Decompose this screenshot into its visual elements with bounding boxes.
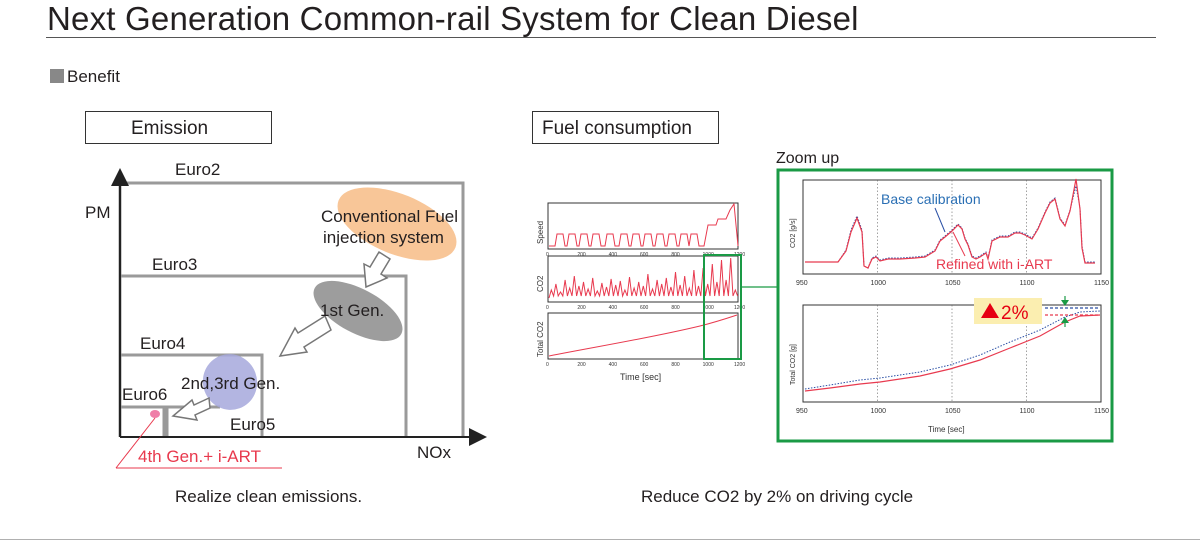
section-heading: Benefit bbox=[50, 67, 120, 87]
small-xlabel: Time [sec] bbox=[620, 372, 661, 382]
small-ylabel-co2: CO2 bbox=[536, 275, 545, 292]
euro4-region bbox=[120, 353, 264, 437]
zoom-xtick-label: 950 bbox=[796, 280, 808, 287]
small-xtick-label: 800 bbox=[671, 362, 680, 368]
euro3-label: Euro3 bbox=[152, 255, 197, 274]
small-xtick-label: 400 bbox=[609, 252, 618, 258]
zoom-base-total-line bbox=[804, 310, 1101, 390]
square-bullet-icon bbox=[50, 69, 64, 83]
small-total-line bbox=[548, 314, 738, 357]
zoom-xtick-label: 1050 bbox=[945, 408, 961, 415]
zoom-xtick-label: 1100 bbox=[1020, 280, 1035, 287]
gen4-dot bbox=[150, 410, 160, 418]
page-title: Next Generation Common-rail System for C… bbox=[47, 0, 859, 37]
zoom-xtick-label: 1100 bbox=[1020, 408, 1035, 415]
small-xtick-label: 600 bbox=[640, 305, 649, 311]
euro5-label: Euro5 bbox=[230, 415, 275, 434]
emission-box-label-text: Emission bbox=[131, 118, 209, 139]
fuel-box-label: Fuel consumption bbox=[532, 111, 719, 144]
arrow-conv-to-gen1-icon bbox=[363, 250, 392, 289]
euro2-label: Euro2 bbox=[175, 160, 220, 179]
gen1-label: 1st Gen. bbox=[320, 301, 384, 320]
small-xtick-label: 800 bbox=[671, 305, 680, 311]
euro3-region bbox=[120, 274, 408, 437]
gen1-ellipse bbox=[313, 280, 403, 342]
gen23-ellipse bbox=[202, 354, 258, 410]
zoom-highlight-box bbox=[703, 254, 742, 360]
small-xtick-label: 800 bbox=[671, 252, 680, 258]
arrow-gen23-to-gen4-icon bbox=[171, 396, 211, 421]
conventional-ellipse bbox=[337, 187, 457, 261]
euro4-label: Euro4 bbox=[140, 334, 185, 353]
zoom-base-co2-line bbox=[805, 185, 1095, 269]
conventional-label-line1: Conventional Fuel bbox=[321, 207, 458, 226]
refined-callout-line bbox=[952, 231, 966, 257]
emission-caption: Realize clean emissions. bbox=[175, 487, 362, 506]
bottom-divider bbox=[0, 539, 1200, 540]
gen23-label: 2nd,3rd Gen. bbox=[181, 374, 280, 393]
y-axis-label: PM bbox=[85, 203, 111, 222]
small-xtick-label: 0 bbox=[546, 252, 549, 258]
small-xtick-label: 1000 bbox=[703, 305, 714, 311]
conventional-label-line2: injection system bbox=[323, 228, 444, 247]
y-axis-arrow-icon bbox=[111, 168, 129, 186]
small-xtick-label: 1200 bbox=[734, 362, 745, 368]
small-xtick-label: 1200 bbox=[734, 305, 745, 311]
zoom-xtick-label: 1050 bbox=[945, 280, 961, 287]
small-xtick-label: 600 bbox=[640, 362, 649, 368]
small-xtick-label: 400 bbox=[609, 305, 618, 311]
fuel-caption: Reduce CO2 by 2% on driving cycle bbox=[641, 487, 913, 506]
zoom-label: Zoom up bbox=[776, 150, 839, 167]
euro6-region bbox=[120, 405, 166, 437]
title-divider bbox=[46, 37, 1156, 38]
refined-label: Refined with i-ART bbox=[936, 256, 1053, 272]
reduction-value: 2% bbox=[1001, 303, 1029, 324]
zoom-ylabel-top: CO2 [g/s] bbox=[790, 218, 797, 248]
small-xtick-label: 200 bbox=[577, 362, 586, 368]
small-ylabel-total: Total CO2 bbox=[536, 321, 545, 357]
zoom-xtick-label: 1000 bbox=[871, 280, 887, 287]
gen4-callout-line bbox=[115, 417, 156, 469]
base-callout-line bbox=[934, 207, 946, 233]
zoom-ylabel-bottom: Total CO2 [g] bbox=[790, 344, 797, 385]
euro6-label: Euro6 bbox=[122, 385, 167, 404]
zoom-xtick-label: 1150 bbox=[1094, 408, 1109, 415]
small-xtick-label: 0 bbox=[546, 362, 549, 368]
section-heading-label: Benefit bbox=[67, 67, 120, 86]
emission-box-label: Emission bbox=[85, 111, 272, 144]
small-xtick-label: 0 bbox=[546, 305, 549, 311]
x-axis-label: NOx bbox=[417, 443, 452, 462]
fuel-box-label-text: Fuel consumption bbox=[542, 118, 692, 139]
small-speed-plot bbox=[547, 202, 739, 250]
zoom-xtick-label: 950 bbox=[796, 408, 808, 415]
small-xtick-label: 200 bbox=[577, 305, 586, 311]
zoom-refined-co2-line bbox=[805, 178, 1095, 269]
zoom-xtick-label: 1150 bbox=[1094, 280, 1109, 287]
small-total-plot bbox=[547, 312, 739, 360]
base-calibration-label: Base calibration bbox=[881, 191, 981, 207]
gen4-label: 4th Gen.+ i-ART bbox=[138, 447, 261, 466]
small-ylabel-speed: Speed bbox=[536, 221, 545, 244]
arrow-gen1-to-gen23-icon bbox=[278, 314, 332, 357]
small-xtick-label: 1000 bbox=[703, 362, 714, 368]
small-xtick-label: 200 bbox=[577, 252, 586, 258]
small-xtick-label: 400 bbox=[609, 362, 618, 368]
zoom-xlabel: Time [sec] bbox=[928, 425, 965, 434]
triangle-up-icon bbox=[981, 303, 999, 318]
x-axis-arrow-icon bbox=[469, 428, 487, 446]
small-xtick-label: 600 bbox=[640, 252, 649, 258]
small-co2-plot bbox=[547, 255, 739, 303]
zoom-xtick-label: 1000 bbox=[871, 408, 887, 415]
